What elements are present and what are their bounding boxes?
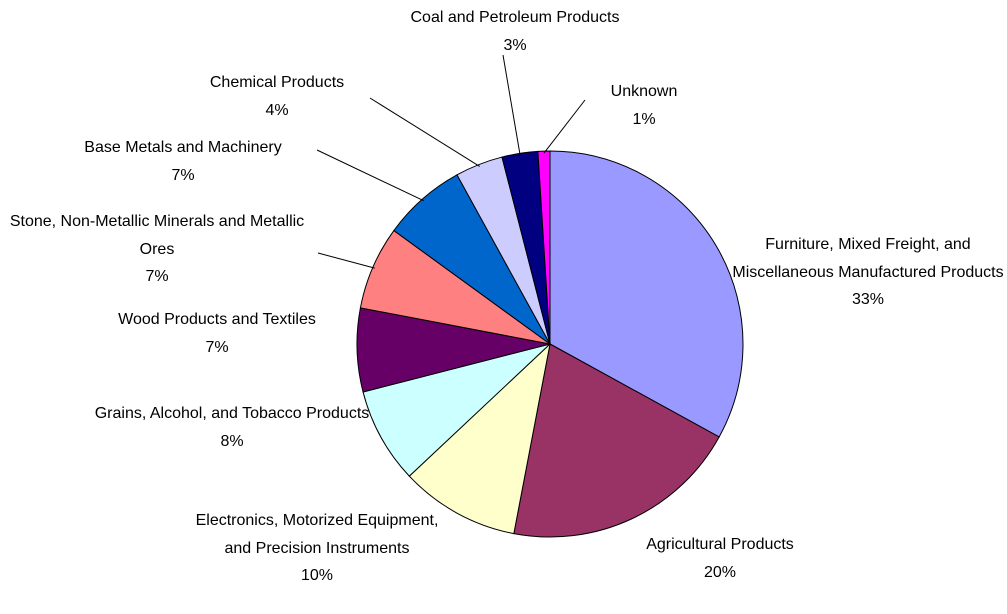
slice-label: Grains, Alcohol, and Tobacco Products 8%: [86, 400, 378, 455]
slice-label: Coal and Petroleum Products 3%: [375, 4, 655, 59]
slice-label: Wood Products and Textiles 7%: [67, 306, 367, 361]
slice-label: Agricultural Products 20%: [600, 531, 840, 586]
category-label: Grains, Alcohol, and Tobacco Products: [94, 405, 370, 423]
category-label: Chemical Products: [209, 74, 345, 92]
value-label: 4%: [265, 101, 289, 119]
category-label: Agricultural Products: [646, 536, 794, 554]
slice-label: Chemical Products 4%: [167, 69, 387, 124]
value-label: 10%: [300, 567, 334, 585]
value-label: 7%: [145, 268, 169, 286]
pie-slice: [362, 343, 551, 477]
slice-label: Base Metals and Machinery 7%: [33, 134, 333, 189]
category-label: Base Metals and Machinery: [84, 139, 282, 157]
leader-line: [502, 54, 521, 156]
pie-slice: [513, 343, 720, 538]
slice-label: Electronics, Motorized Equipment, and Pr…: [192, 507, 442, 590]
category-label: Electronics, Motorized Equipment, and Pr…: [195, 512, 439, 557]
leader-line: [317, 252, 375, 269]
slice-label: Furniture, Mixed Freight, and Miscellane…: [731, 231, 1006, 314]
category-label: Furniture, Mixed Freight, and Miscellane…: [732, 236, 1004, 281]
pie-slice: [537, 150, 551, 345]
value-label: 1%: [632, 110, 656, 128]
pie-slice: [549, 150, 744, 438]
leader-line: [316, 149, 424, 202]
slice-label: Stone, Non-Metallic Minerals and Metalli…: [0, 208, 314, 291]
leader-line: [369, 97, 480, 167]
value-label: 8%: [220, 432, 244, 450]
value-label: 7%: [205, 338, 229, 356]
slice-label: Unknown 1%: [584, 78, 704, 133]
leader-line: [543, 99, 586, 154]
value-label: 7%: [171, 166, 195, 184]
value-label: 33%: [851, 291, 885, 309]
category-label: Wood Products and Textiles: [118, 311, 316, 329]
category-label: Unknown: [610, 83, 678, 101]
category-label: Coal and Petroleum Products: [410, 9, 620, 27]
value-label: 3%: [503, 36, 527, 54]
pie-slice: [408, 342, 551, 535]
value-label: 20%: [703, 563, 737, 581]
category-label: Stone, Non-Metallic Minerals and Metalli…: [9, 213, 305, 258]
